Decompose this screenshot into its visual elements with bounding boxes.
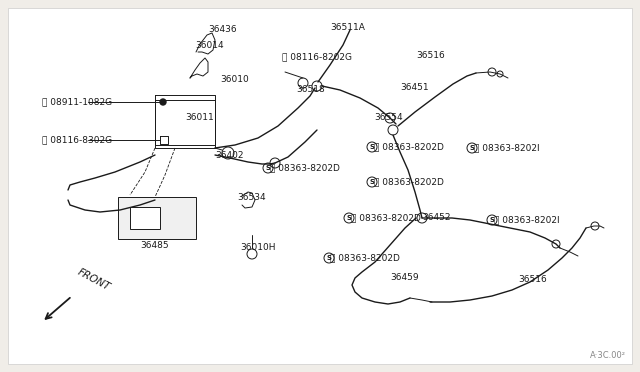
Text: 36011: 36011 <box>185 113 214 122</box>
Text: 36452: 36452 <box>422 214 451 222</box>
Text: 36511A: 36511A <box>330 23 365 32</box>
Text: FRONT: FRONT <box>76 266 112 292</box>
Text: 36451: 36451 <box>400 83 429 93</box>
Text: 36459: 36459 <box>390 273 419 282</box>
Text: Ⓢ 08363-8202D: Ⓢ 08363-8202D <box>330 253 400 263</box>
Bar <box>130 207 160 229</box>
Text: 36402: 36402 <box>215 151 243 160</box>
Text: 36554: 36554 <box>374 113 403 122</box>
Text: 36485: 36485 <box>140 241 168 250</box>
Text: Ⓢ 08363-8202D: Ⓢ 08363-8202D <box>351 214 421 222</box>
Text: Ⓝ 08911-1082G: Ⓝ 08911-1082G <box>42 97 112 106</box>
Text: 36516: 36516 <box>518 276 547 285</box>
Text: 36516: 36516 <box>416 51 445 60</box>
Text: Ⓓ 08116-8202G: Ⓓ 08116-8202G <box>282 52 352 61</box>
Text: 36010H: 36010H <box>240 244 275 253</box>
Text: S: S <box>470 145 474 151</box>
Text: S: S <box>326 255 332 261</box>
Text: S: S <box>369 144 374 150</box>
Text: Ⓓ 08116-8302G: Ⓓ 08116-8302G <box>42 135 112 144</box>
Text: Ⓢ 08363-8202Ι: Ⓢ 08363-8202Ι <box>494 215 559 224</box>
Text: 36534: 36534 <box>237 193 266 202</box>
Text: 36014: 36014 <box>195 42 223 51</box>
Text: 36436: 36436 <box>208 26 237 35</box>
Text: S: S <box>346 215 351 221</box>
Text: Ⓢ 08363-8202Ι: Ⓢ 08363-8202Ι <box>474 144 540 153</box>
Text: S: S <box>369 179 374 185</box>
Text: 36010: 36010 <box>220 76 249 84</box>
Text: S: S <box>490 217 495 223</box>
Bar <box>118 197 196 239</box>
Circle shape <box>160 99 166 105</box>
Text: Ⓢ 08363-8202D: Ⓢ 08363-8202D <box>374 177 444 186</box>
Text: S: S <box>266 165 271 171</box>
Text: A·3C.00²: A·3C.00² <box>590 351 626 360</box>
Text: 36518: 36518 <box>296 86 324 94</box>
Text: Ⓢ 08363-8202D: Ⓢ 08363-8202D <box>374 142 444 151</box>
Text: Ⓢ 08363-8202D: Ⓢ 08363-8202D <box>270 164 340 173</box>
